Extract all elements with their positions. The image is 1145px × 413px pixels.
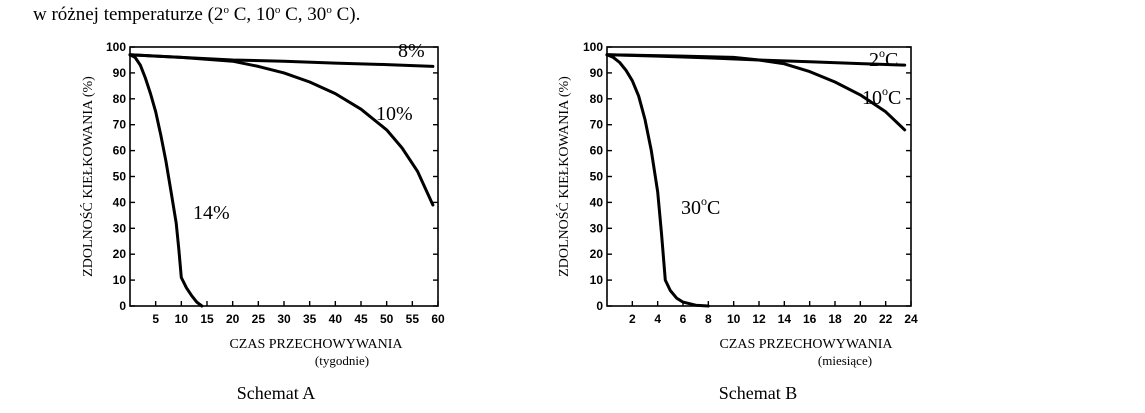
y-tick-label: 0 (596, 299, 603, 313)
x-axis-title: CZAS PRZECHOWYWANIA (229, 337, 403, 352)
x-tick-label: 5 (152, 312, 159, 326)
y-tick-label: 100 (583, 40, 603, 54)
y-tick-label: 30 (590, 221, 604, 235)
x-axis-unit: (tygodnie) (315, 353, 369, 368)
y-tick-label: 80 (113, 92, 127, 106)
x-tick-label: 12 (752, 312, 766, 326)
y-tick-label: 20 (113, 247, 127, 261)
x-tick-label: 24 (904, 312, 918, 326)
series-label-3: 30oC (681, 194, 720, 219)
intro-text: w różnej temperaturze (2o C, 10o C, 30o … (33, 3, 361, 25)
x-tick-label: 4 (654, 312, 661, 326)
x-tick-label: 60 (431, 312, 445, 326)
x-tick-label: 15 (200, 312, 214, 326)
x-tick-label: 16 (803, 312, 817, 326)
series-label-3: 14% (193, 202, 230, 224)
plot-frame (129, 46, 439, 307)
x-axis-title: CZAS PRZECHOWYWANIA (719, 337, 893, 352)
x-tick-label: 8 (705, 312, 712, 326)
y-tick-label: 0 (119, 299, 126, 313)
series-label-1: 2oC (869, 46, 898, 71)
x-tick-label: 40 (329, 312, 343, 326)
y-tick-label: 20 (590, 247, 604, 261)
chart-caption: Schemat A (237, 383, 316, 403)
x-axis-unit: (miesiące) (818, 353, 872, 368)
x-tick-label: 20 (854, 312, 868, 326)
y-tick-label: 80 (590, 92, 604, 106)
y-tick-label: 90 (113, 66, 127, 80)
chart-a: 0 10 20 30 40 50 60 70 80 90 100 5 10 15 20 25 30 35 40 45 5… (79, 40, 445, 403)
y-tick-label: 90 (590, 66, 604, 80)
y-tick-label: 60 (590, 144, 604, 158)
series-line-2 (605, 53, 907, 132)
y-tick-label: 70 (590, 118, 604, 132)
series-label-2: 10oC (862, 84, 901, 109)
y-tick-label: 50 (113, 170, 127, 184)
x-tick-label: 35 (303, 312, 317, 326)
y-tick-label: 10 (590, 273, 604, 287)
x-tick-label: 18 (828, 312, 842, 326)
y-tick-label: 100 (106, 40, 126, 54)
series-label-2: 10% (376, 103, 413, 125)
y-tick-label: 60 (113, 144, 127, 158)
x-tick-label: 55 (406, 312, 420, 326)
x-tick-label: 25 (252, 312, 266, 326)
x-tick-label: 10 (727, 312, 741, 326)
y-tick-label: 10 (113, 273, 127, 287)
x-tick-label: 10 (175, 312, 189, 326)
series-label-1: 8% (398, 40, 425, 62)
x-tick-label: 30 (277, 312, 291, 326)
chart-caption: Schemat B (719, 383, 798, 403)
x-tick-label: 22 (879, 312, 893, 326)
y-tick-label: 40 (590, 195, 604, 209)
plot-frame (606, 46, 912, 307)
y-tick-label: 50 (590, 170, 604, 184)
series-line-3 (605, 53, 710, 308)
series-line-3 (128, 53, 204, 308)
x-tick-label: 20 (226, 312, 240, 326)
y-tick-label: 70 (113, 118, 127, 132)
y-axis-title: ZDOLNOŚĆ KIEŁKOWANIA (%) (79, 76, 96, 277)
y-tick-label: 30 (113, 221, 127, 235)
y-axis-title: ZDOLNOŚĆ KIEŁKOWANIA (%) (555, 76, 572, 277)
series-line-2 (128, 53, 435, 207)
x-tick-label: 14 (778, 312, 792, 326)
x-tick-label: 2 (629, 312, 636, 326)
x-tick-label: 50 (380, 312, 394, 326)
y-tick-label: 40 (113, 195, 127, 209)
x-tick-label: 6 (680, 312, 687, 326)
x-tick-label: 45 (354, 312, 368, 326)
